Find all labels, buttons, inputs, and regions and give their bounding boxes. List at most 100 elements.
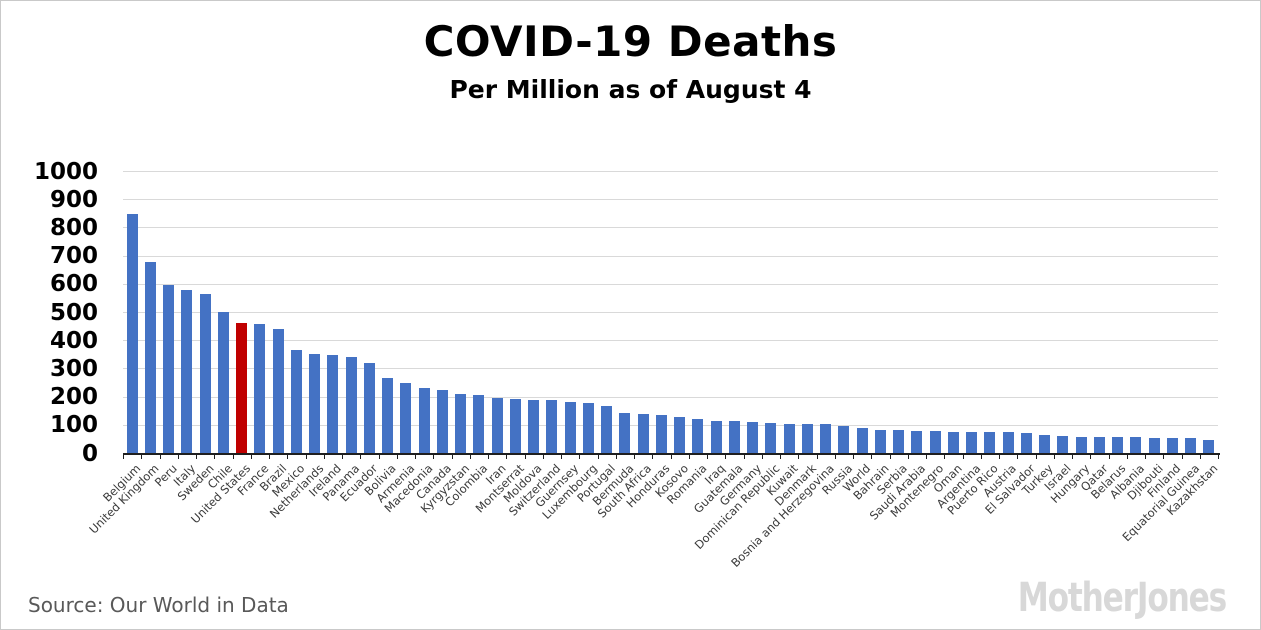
y-axis-label: 700 xyxy=(49,243,98,270)
bar xyxy=(509,399,521,454)
bar xyxy=(144,262,156,454)
bar xyxy=(1057,436,1069,454)
y-axis-label: 200 xyxy=(49,384,98,411)
bar xyxy=(1203,439,1215,454)
bar xyxy=(181,289,193,454)
x-axis-tick xyxy=(469,454,471,459)
x-axis-tick xyxy=(1218,454,1219,459)
gridline xyxy=(123,227,1218,229)
x-axis-tick xyxy=(196,454,197,459)
bar xyxy=(637,414,649,454)
bar xyxy=(528,399,540,454)
x-axis-tick xyxy=(1126,454,1128,459)
x-axis-tick xyxy=(615,454,617,459)
x-axis-tick xyxy=(834,454,836,459)
y-axis-label: 800 xyxy=(49,214,98,241)
y-axis-label: 0 xyxy=(81,440,98,467)
x-axis-tick xyxy=(305,454,307,459)
mother-jones-logo: MotherJones xyxy=(1017,575,1227,621)
x-axis-tick xyxy=(944,454,946,459)
bar xyxy=(455,394,467,454)
x-axis-tick xyxy=(1072,454,1073,459)
bar xyxy=(436,389,448,454)
bar xyxy=(363,363,375,454)
x-axis-tick xyxy=(123,454,124,459)
bar xyxy=(382,377,394,454)
x-axis-tick xyxy=(780,454,781,459)
gridline xyxy=(123,283,1218,285)
x-axis-tick xyxy=(962,454,964,459)
x-axis-tick xyxy=(177,454,179,459)
bar xyxy=(1002,432,1014,454)
gridline xyxy=(123,171,1218,173)
x-axis-tick xyxy=(488,454,489,459)
x-axis-tick xyxy=(542,454,544,459)
x-axis-tick xyxy=(926,454,927,459)
x-axis-tick xyxy=(579,454,581,459)
x-axis-tick xyxy=(1145,454,1146,459)
bar xyxy=(966,431,978,454)
bar xyxy=(309,353,321,454)
x-axis-tick xyxy=(670,454,672,459)
x-axis-tick xyxy=(451,454,453,459)
x-axis-tick xyxy=(798,454,800,459)
x-axis-tick xyxy=(1163,454,1165,459)
bar xyxy=(254,324,266,454)
y-axis-label: 600 xyxy=(49,271,98,298)
y-axis-label: 100 xyxy=(49,412,98,439)
bar xyxy=(1166,437,1178,454)
x-axis-tick xyxy=(743,454,745,459)
bar xyxy=(674,416,686,454)
bar xyxy=(400,383,412,454)
x-axis-tick xyxy=(269,454,270,459)
gridline xyxy=(123,396,1218,398)
bar xyxy=(126,214,138,454)
gridline xyxy=(123,340,1218,342)
x-axis-tick xyxy=(707,454,708,459)
bar xyxy=(290,349,302,454)
x-axis-tick xyxy=(889,454,891,459)
bar xyxy=(692,418,704,454)
gridline xyxy=(123,424,1218,426)
bar xyxy=(1112,437,1124,454)
bar xyxy=(747,422,759,454)
bar xyxy=(1039,434,1051,454)
x-axis-tick xyxy=(561,454,562,459)
chart-title: COVID-19 Deaths xyxy=(423,17,838,66)
bar xyxy=(564,401,576,454)
bar xyxy=(655,415,667,454)
bar-highlight xyxy=(236,322,248,454)
bar xyxy=(1020,432,1032,454)
bar xyxy=(765,423,777,454)
bar xyxy=(1148,437,1160,454)
bar xyxy=(893,430,905,454)
bar xyxy=(418,388,430,454)
x-axis-tick xyxy=(141,454,143,459)
bar xyxy=(473,395,485,454)
gridline xyxy=(123,368,1218,370)
x-axis-tick xyxy=(634,454,635,459)
x-axis-tick xyxy=(1199,454,1201,459)
bar xyxy=(1185,438,1197,454)
gridline xyxy=(123,312,1218,314)
x-axis-tick xyxy=(597,454,599,459)
x-axis-tick xyxy=(287,454,289,459)
x-axis-tick xyxy=(652,454,654,459)
x-axis-tick xyxy=(360,454,362,459)
bar xyxy=(1093,436,1105,454)
bar xyxy=(199,293,211,454)
source-note: Source: Our World in Data xyxy=(28,593,289,617)
x-axis-tick xyxy=(396,454,398,459)
bar xyxy=(272,328,284,454)
bar xyxy=(783,423,795,454)
y-axis-label: 300 xyxy=(49,355,98,382)
x-axis-tick xyxy=(415,454,416,459)
bar xyxy=(217,311,229,454)
bar xyxy=(728,421,740,454)
bar xyxy=(601,405,613,454)
bar xyxy=(491,398,503,454)
x-axis-tick xyxy=(232,454,234,459)
x-axis-tick xyxy=(1053,454,1055,459)
x-axis-line xyxy=(123,452,1220,455)
